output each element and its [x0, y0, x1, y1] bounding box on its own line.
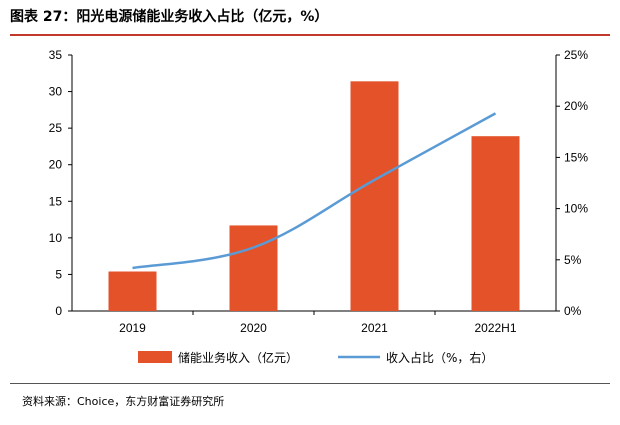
bar-2019	[108, 271, 157, 311]
right-tick-label: 25%	[564, 48, 588, 62]
title-underline	[10, 34, 610, 36]
legend-bar-swatch	[138, 351, 172, 363]
left-tick-label: 0	[55, 304, 62, 318]
left-tick-label: 5	[55, 267, 62, 281]
share-line-series	[132, 112, 497, 270]
right-tick-label: 0%	[564, 304, 582, 318]
left-tick-label: 30	[49, 85, 63, 99]
left-tick-label: 25	[49, 121, 63, 135]
source-note: 资料来源：Choice，东方财富证券研究所	[22, 395, 225, 408]
right-tick-label: 5%	[564, 253, 582, 267]
legend-line-label: 收入占比（%，右）	[386, 350, 493, 365]
chart-title: 图表 27：阳光电源储能业务收入占比（亿元，%）	[10, 9, 329, 25]
x-tick-label: 2019	[119, 321, 146, 335]
x-tick-label: 2020	[240, 321, 267, 335]
left-tick-label: 35	[49, 48, 63, 62]
left-tick-label: 10	[49, 231, 63, 245]
bar-2021	[350, 81, 399, 312]
legend-bar-label: 储能业务收入（亿元）	[178, 350, 298, 365]
x-tick-label: 2021	[361, 321, 388, 335]
footer-divider	[10, 383, 610, 384]
left-tick-label: 20	[49, 158, 63, 172]
right-tick-label: 20%	[564, 99, 588, 113]
bar-2020	[229, 225, 278, 311]
right-tick-label: 15%	[564, 150, 588, 164]
right-tick-label: 10%	[564, 202, 588, 216]
left-tick-label: 15	[49, 194, 63, 208]
bar-2022h1	[471, 136, 520, 311]
x-tick-label: 2022H1	[474, 321, 516, 335]
